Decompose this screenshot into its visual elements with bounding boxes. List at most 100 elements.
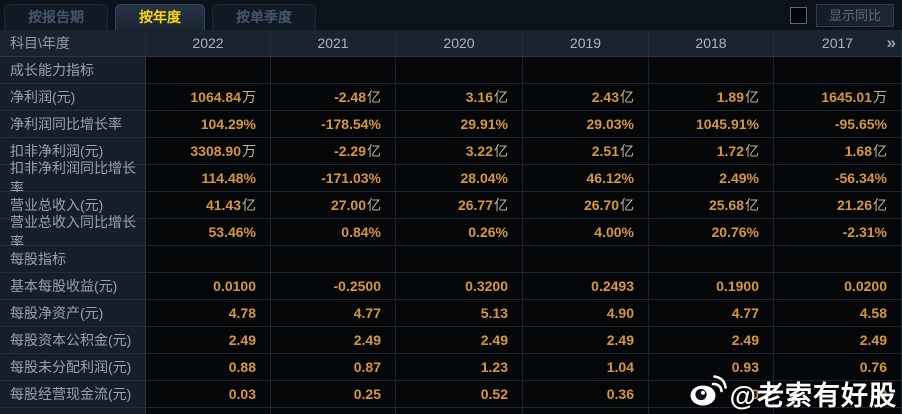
table-cell-value: [523, 408, 649, 414]
table-cell-value: 2.49: [396, 327, 523, 354]
table-cell-value: [649, 246, 774, 273]
table-cell-value: 0.88: [146, 354, 271, 381]
row-label: [0, 408, 146, 414]
table-cell-value: 29.91%: [396, 111, 523, 138]
section-row-label: 成长能力指标: [0, 57, 146, 84]
table-cell-value: 0.3200: [396, 273, 523, 300]
row-label: 净利润同比增长率: [0, 111, 146, 138]
table-cell-value: 27.00 亿: [271, 192, 396, 219]
table-cell-value: -95.65%: [774, 111, 902, 138]
table-cell-value: [774, 408, 902, 414]
tab-by-report-period[interactable]: 按报告期: [4, 4, 108, 30]
table-cell-value: [271, 57, 396, 84]
row-label: 每股经营现金流(元): [0, 381, 146, 408]
table-cell-value: 25.68 亿: [649, 192, 774, 219]
table-cell-value: 1064.84 万: [146, 84, 271, 111]
table-cell-value: -171.03%: [271, 165, 396, 192]
tab-bar: 按报告期 按年度 按单季度 显示同比: [0, 0, 902, 30]
table-cell-value: 0: [649, 381, 774, 408]
table-cell-value: [396, 57, 523, 84]
table-cell-value: 9: [774, 381, 902, 408]
column-header-2017: 2017»: [774, 30, 902, 57]
table-cell-value: 5.13: [396, 300, 523, 327]
table-cell-value: 2.49: [271, 327, 396, 354]
table-cell-value: [523, 57, 649, 84]
table-cell-value: 1645.01 万: [774, 84, 902, 111]
table-cell-value: 4.78: [146, 300, 271, 327]
table-cell-value: 4.58: [774, 300, 902, 327]
table-cell-value: 3308.90 万: [146, 138, 271, 165]
table-cell-value: 0.03: [146, 381, 271, 408]
row-label: 净利润(元): [0, 84, 146, 111]
table-cell-value: 104.29%: [146, 111, 271, 138]
tab-by-year[interactable]: 按年度: [115, 4, 205, 30]
table-cell-value: 2.49: [774, 327, 902, 354]
table-cell-value: [774, 57, 902, 84]
row-label: 扣非净利润同比增长率: [0, 160, 146, 196]
table-cell-value: [271, 408, 396, 414]
table-cell-value: 3.22 亿: [396, 138, 523, 165]
table-cell-value: [396, 246, 523, 273]
show-yoy-button[interactable]: 显示同比: [815, 4, 894, 27]
column-header-2019: 2019: [523, 30, 649, 57]
table-cell-value: 41.43 亿: [146, 192, 271, 219]
table-cell-value: 26.77 亿: [396, 192, 523, 219]
table-cell-value: 2.43 亿: [523, 84, 649, 111]
table-cell-value: 0.93: [649, 354, 774, 381]
table-cell-value: 26.70 亿: [523, 192, 649, 219]
section-row-label: 每股指标: [0, 246, 146, 273]
more-columns-chevron-icon[interactable]: »: [886, 33, 897, 52]
table-cell-value: 4.77: [271, 300, 396, 327]
indicator-table: 科目\年度 2022 2021 2020 2019 2018 2017» 成长能力指标 净利润(…: [0, 30, 902, 414]
table-cell-value: 0.0200: [774, 273, 902, 300]
row-label: 每股净资产(元): [0, 300, 146, 327]
table-cell-value: 46.12%: [523, 165, 649, 192]
column-header-2020: 2020: [396, 30, 523, 57]
table-cell-value: 4.90: [523, 300, 649, 327]
table-cell-value: 28.04%: [396, 165, 523, 192]
table-cell-value: 1.89 亿: [649, 84, 774, 111]
column-header-2022: 2022: [146, 30, 271, 57]
table-cell-value: [271, 246, 396, 273]
table-cell-value: 21.26 亿: [774, 192, 902, 219]
table-cell-value: -2.31%: [774, 219, 902, 246]
table-cell-value: 0.52: [396, 381, 523, 408]
table-cell-value: -56.34%: [774, 165, 902, 192]
show-yoy-checkbox[interactable]: [789, 7, 807, 24]
table-cell-value: [649, 408, 774, 414]
table-cell-value: 3.16 亿: [396, 84, 523, 111]
table-cell-value: [649, 57, 774, 84]
table-cell-value: [396, 408, 523, 414]
table-cell-value: 2.49: [649, 327, 774, 354]
table-cell-value: -2.48 亿: [271, 84, 396, 111]
table-cell-value: 0.87: [271, 354, 396, 381]
table-cell-value: 2.49: [146, 327, 271, 354]
table-cell-value: 1.04: [523, 354, 649, 381]
table-cell-value: 1.68 亿: [774, 138, 902, 165]
table-cell-value: 2.49: [523, 327, 649, 354]
table-cell-value: [146, 408, 271, 414]
table-cell-value: 114.48%: [146, 165, 271, 192]
tab-by-quarter[interactable]: 按单季度: [212, 4, 316, 30]
column-header-2021: 2021: [271, 30, 396, 57]
table-cell-value: 1.72 亿: [649, 138, 774, 165]
table-cell-value: 1.23: [396, 354, 523, 381]
row-label: 每股资本公积金(元): [0, 327, 146, 354]
table-cell-value: [774, 246, 902, 273]
table-cell-value: 0.1900: [649, 273, 774, 300]
table-cell-value: 29.03%: [523, 111, 649, 138]
column-header-2018: 2018: [649, 30, 774, 57]
table-cell-value: 0.36: [523, 381, 649, 408]
row-label: 每股未分配利润(元): [0, 354, 146, 381]
table-cell-value: 0.0100: [146, 273, 271, 300]
table-cell-value: 20.76%: [649, 219, 774, 246]
table-cell-value: [146, 246, 271, 273]
table-cell-value: 0.26%: [396, 219, 523, 246]
table-cell-value: -178.54%: [271, 111, 396, 138]
yoy-controls: 显示同比: [789, 4, 902, 30]
table-cell-value: 0.76: [774, 354, 902, 381]
table-cell-value: -0.2500: [271, 273, 396, 300]
column-header-subject-year: 科目\年度: [0, 30, 146, 57]
row-label: 营业总收入(元): [0, 192, 146, 219]
